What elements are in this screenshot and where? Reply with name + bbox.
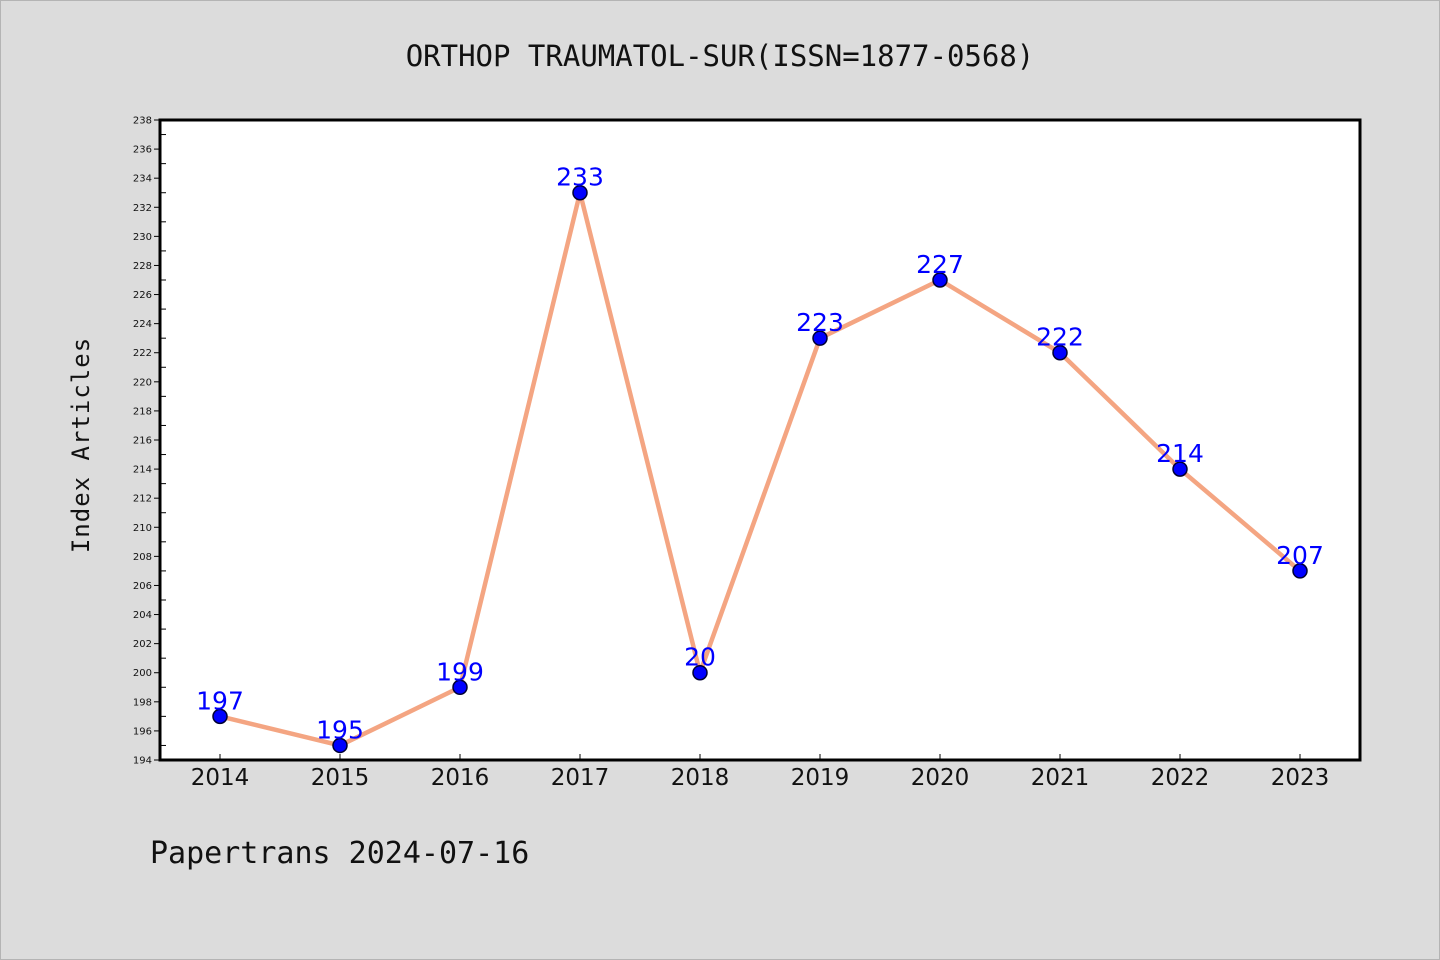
data-label: 197: [196, 686, 244, 715]
y-tick-label: 204: [133, 610, 152, 621]
y-tick-label: 202: [133, 639, 152, 650]
x-axis: 2014 2015 2016 2017 2018 2019 2020 2021 2022 2023: [191, 754, 1330, 791]
y-tick-label: 238: [133, 116, 152, 127]
y-tick-label: 216: [133, 436, 152, 447]
data-point: [1292, 563, 1308, 579]
y-tick-label: 210: [133, 523, 152, 534]
y-tick-label: 218: [133, 406, 152, 417]
y-tick-label: 214: [133, 465, 152, 476]
x-tick-label: 2017: [551, 765, 610, 791]
y-tick-label: 222: [133, 348, 152, 359]
data-point: [332, 737, 348, 754]
x-tick-label: 2020: [911, 765, 970, 791]
x-tick-label: 2022: [1151, 765, 1210, 791]
y-axis-label: Index Articles: [67, 337, 95, 553]
data-label: 227: [916, 250, 964, 279]
chart-title: ORTHOP TRAUMATOL-SUR(ISSN=1877-0568): [406, 39, 1035, 73]
y-tick-label: 226: [133, 290, 152, 301]
data-label: 214: [1156, 439, 1204, 468]
data-label: 199: [436, 657, 484, 686]
data-label: 20: [684, 643, 716, 672]
data-point: [932, 272, 948, 288]
x-tick-label: 2023: [1271, 765, 1330, 791]
y-tick-label: 236: [133, 145, 152, 156]
x-tick-label: 2019: [791, 765, 850, 791]
plot-border: [158, 118, 1362, 762]
data-point: [1172, 461, 1188, 477]
y-tick-label: 198: [133, 697, 152, 708]
y-tick-label: 206: [133, 581, 152, 592]
y-tick-label: 232: [133, 203, 152, 214]
data-label: 222: [1036, 323, 1084, 352]
data-point: [812, 330, 828, 346]
data-label: 233: [556, 163, 604, 192]
data-label: 195: [316, 715, 364, 744]
y-tick-label: 212: [133, 494, 152, 505]
series-line: [219, 190, 1302, 748]
x-tick-label: 2014: [191, 765, 250, 791]
series-group: [212, 184, 1308, 754]
data-point: [572, 184, 588, 201]
y-tick-label: 200: [133, 668, 152, 679]
footer-text: Papertrans 2024-07-16: [150, 836, 529, 871]
data-point: [692, 664, 708, 681]
x-tick-label: 2016: [431, 765, 490, 791]
plot-area: [160, 120, 1360, 760]
y-tick-label: 196: [133, 726, 152, 737]
y-tick-label: 194: [133, 756, 152, 767]
y-tick-label: 220: [133, 377, 152, 388]
y-tick-label: 234: [133, 174, 152, 185]
y-tick-label: 208: [133, 552, 152, 563]
data-label: 223: [796, 308, 844, 337]
data-point: [212, 708, 228, 725]
y-tick-label: 228: [133, 261, 152, 272]
data-label: 207: [1276, 541, 1324, 570]
data-labels: 197 195 199 233 20 223 227 222 214 207: [196, 163, 1324, 745]
y-tick-label: 224: [133, 319, 152, 330]
x-tick-label: 2015: [311, 765, 370, 791]
y-tick-label: 230: [133, 232, 152, 243]
x-tick-label: 2018: [671, 765, 730, 791]
data-point: [452, 679, 468, 696]
x-tick-label: 2021: [1031, 765, 1090, 791]
data-point: [1052, 344, 1068, 361]
